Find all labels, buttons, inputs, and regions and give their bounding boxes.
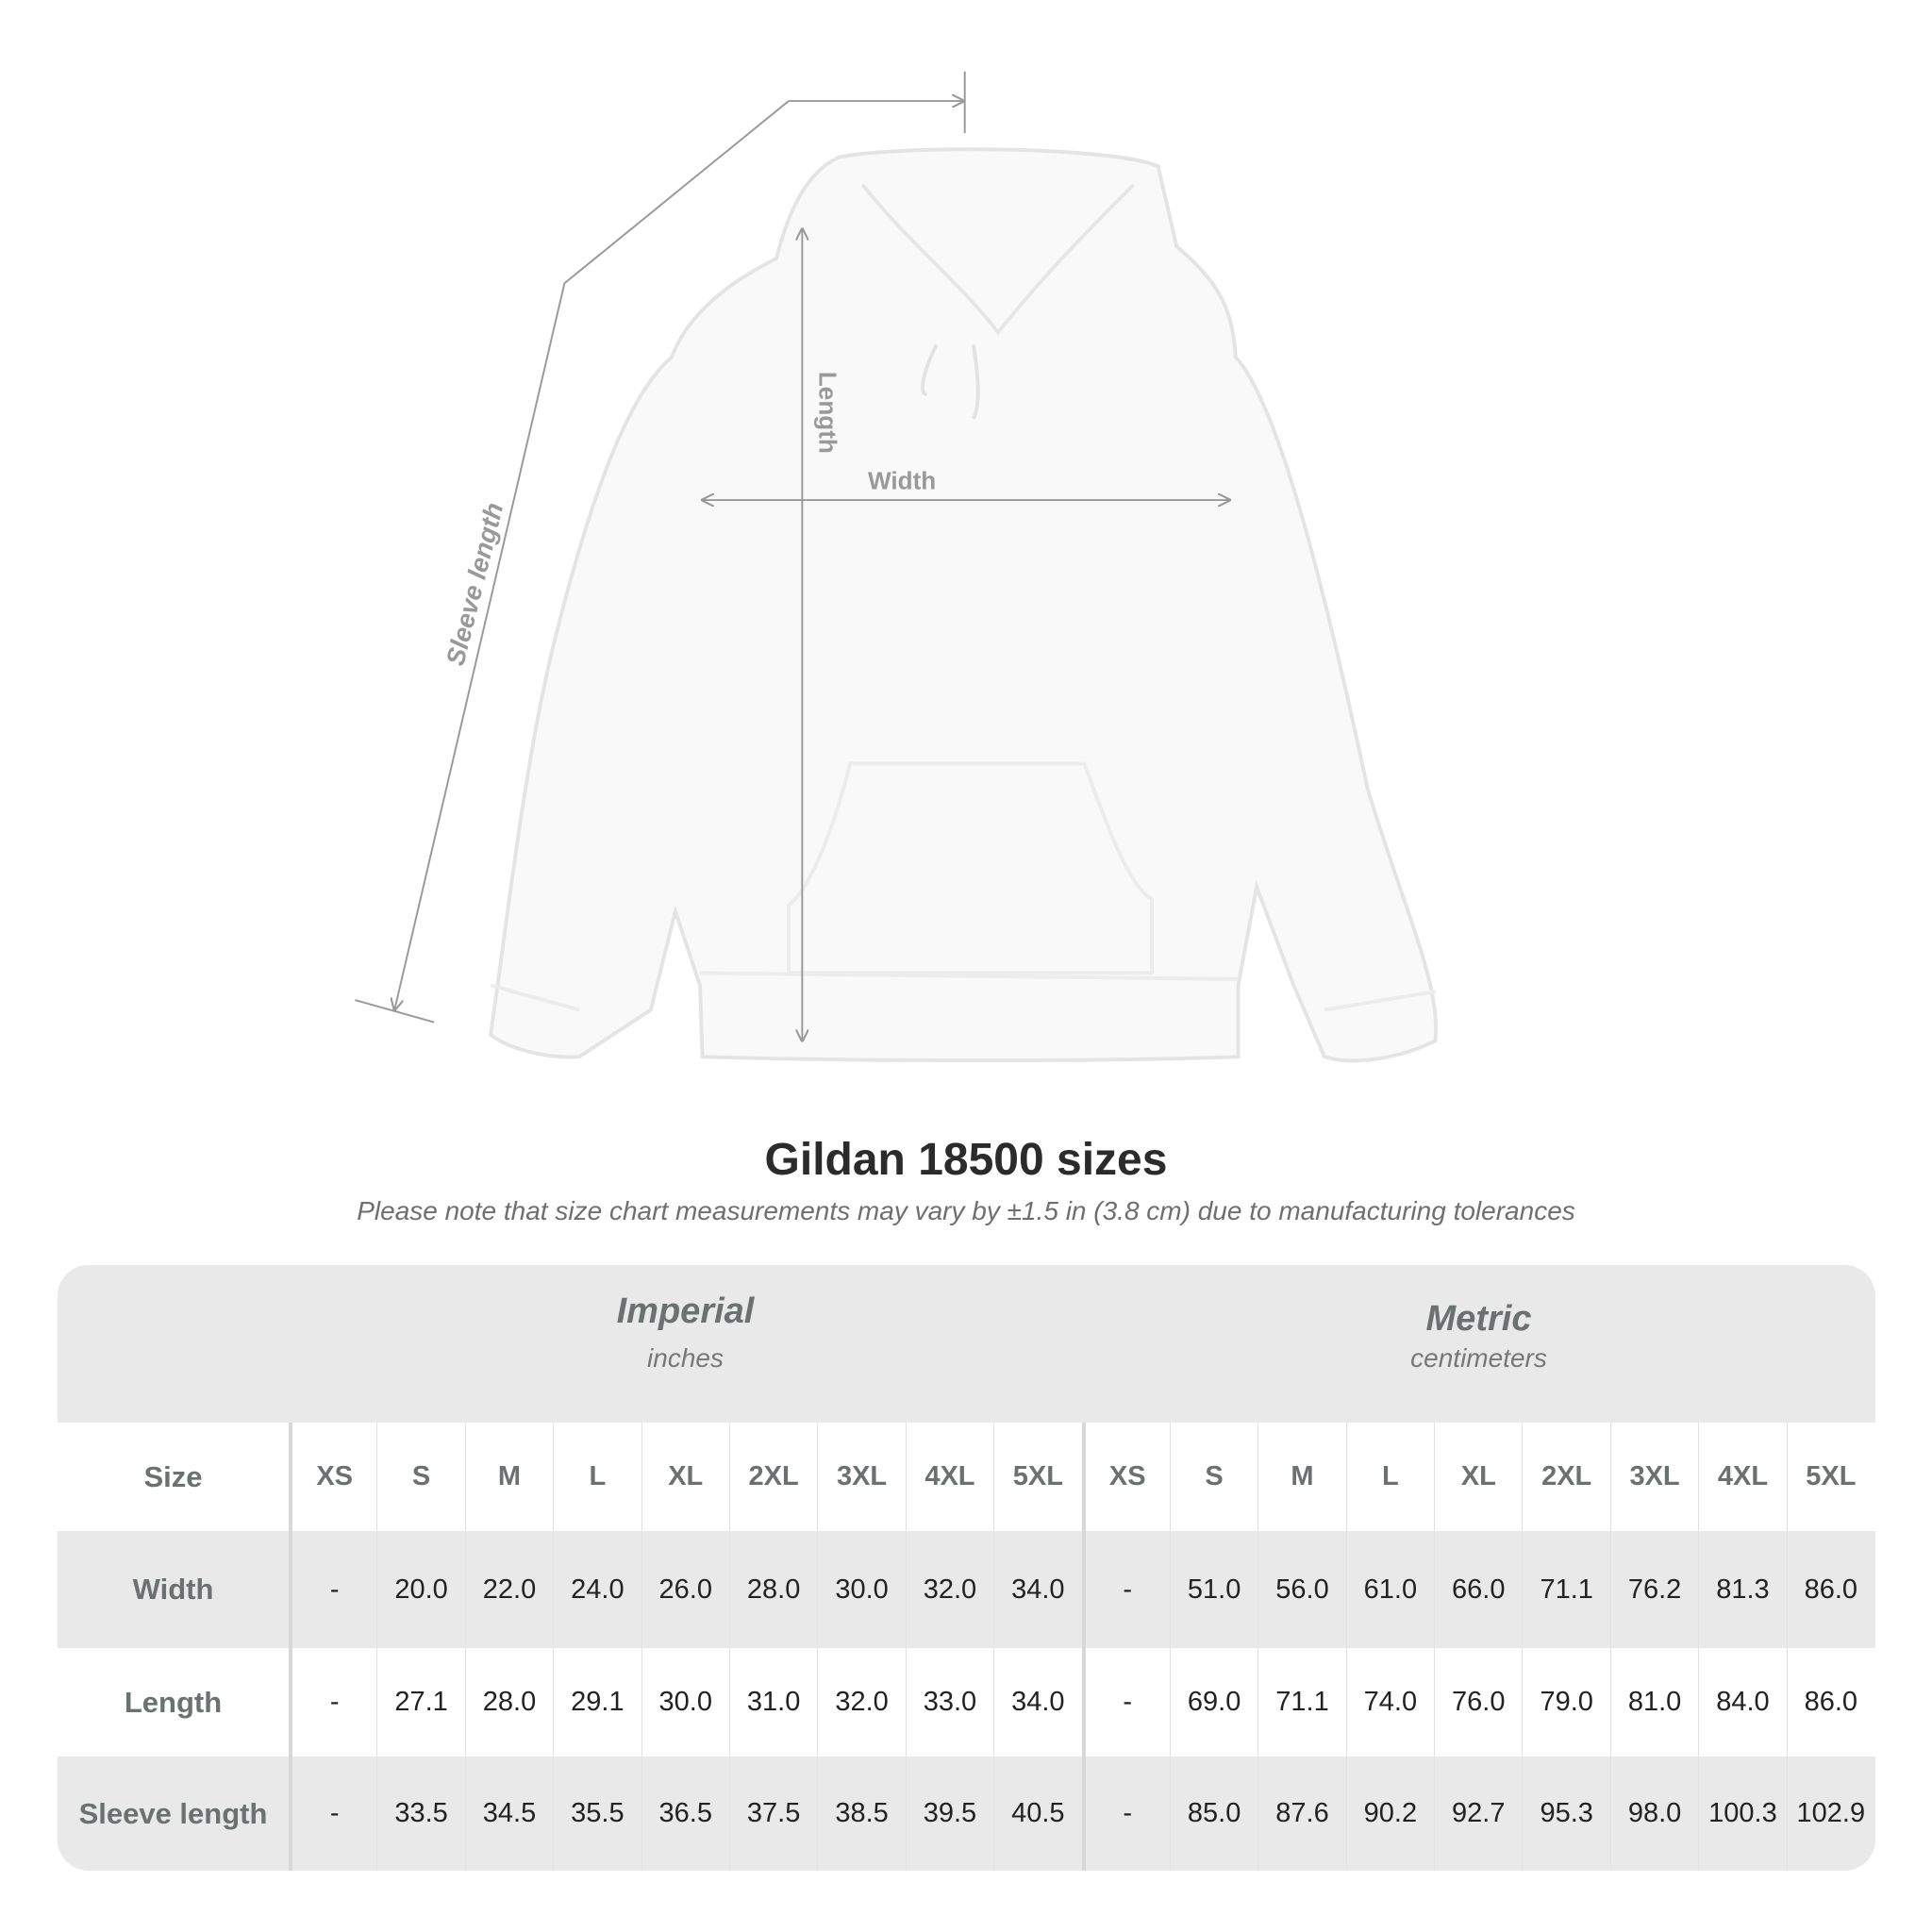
metric-unit: centimeters xyxy=(1410,1343,1547,1373)
metric-value-cell: 90.2 xyxy=(1345,1757,1434,1871)
imperial-value-cell: 34.5 xyxy=(464,1757,553,1871)
row-label: Length xyxy=(124,1685,223,1719)
metric-value-cell: - xyxy=(1081,1757,1170,1871)
length-label: Length xyxy=(814,372,842,454)
imperial-value-cell: 29.1 xyxy=(553,1648,641,1757)
imperial-value-cell: 30.0 xyxy=(817,1531,905,1648)
metric-value-cell: 71.1 xyxy=(1522,1531,1609,1648)
metric-value-cell: 66.0 xyxy=(1434,1531,1522,1648)
metric-value-cell: - xyxy=(1081,1648,1170,1757)
metric-size-m: M xyxy=(1257,1423,1345,1531)
metric-size-xs: XS xyxy=(1081,1423,1170,1531)
metric-value-cell: 87.6 xyxy=(1257,1757,1345,1871)
metric-size-2xl: 2XL xyxy=(1522,1423,1609,1531)
metric-value-cell: 56.0 xyxy=(1257,1531,1345,1648)
row-label: Width xyxy=(132,1573,214,1606)
imperial-size-s: S xyxy=(376,1423,464,1531)
imperial-value-cell: 28.0 xyxy=(728,1531,817,1648)
metric-value-cell: 84.0 xyxy=(1698,1648,1786,1757)
metric-size-3xl: 3XL xyxy=(1609,1423,1698,1531)
metric-size-xl: XL xyxy=(1434,1423,1522,1531)
size-row: Size XS S M L XL 2XL 3XL 4XL 5XL XS S M L XL 2XL 3XL 4XL 5… xyxy=(58,1423,1875,1531)
metric-value-cell: 74.0 xyxy=(1345,1648,1434,1757)
imperial-size-3xl: 3XL xyxy=(817,1423,905,1531)
metric-size-5xl: 5XL xyxy=(1786,1423,1874,1531)
imperial-value-cell: 32.0 xyxy=(905,1531,993,1648)
metric-value-cell: 76.2 xyxy=(1609,1531,1698,1648)
size-table: Imperial inches Metric centimeters Size X… xyxy=(58,1265,1875,1871)
imperial-value-cell: 27.1 xyxy=(376,1648,464,1757)
metric-value-cell: 76.0 xyxy=(1434,1648,1522,1757)
imperial-title: Imperial xyxy=(616,1291,755,1331)
metric-size-4xl: 4XL xyxy=(1698,1423,1786,1531)
imperial-size-m: M xyxy=(464,1423,553,1531)
metric-size-s: S xyxy=(1169,1423,1257,1531)
measurement-lines xyxy=(355,71,1229,1041)
metric-header: Metric centimeters xyxy=(1082,1299,1875,1374)
metric-value-cell: 102.9 xyxy=(1786,1757,1874,1871)
imperial-value-cell: 36.5 xyxy=(641,1757,729,1871)
metric-value-cell: 81.0 xyxy=(1609,1648,1698,1757)
imperial-value-cell: 20.0 xyxy=(376,1531,464,1648)
imperial-value-cell: 32.0 xyxy=(817,1648,905,1757)
table-row: Length -27.1 28.0 29.1 30.0 31.0 32.0 33.0 34.0-… xyxy=(58,1648,1875,1757)
imperial-value-cell: 34.0 xyxy=(993,1531,1081,1648)
imperial-size-2xl: 2XL xyxy=(728,1423,817,1531)
metric-value-cell: 85.0 xyxy=(1169,1757,1257,1871)
metric-value-cell: - xyxy=(1081,1531,1170,1648)
metric-value-cell: 100.3 xyxy=(1698,1757,1786,1871)
imperial-value-cell: 22.0 xyxy=(464,1531,553,1648)
imperial-size-4xl: 4XL xyxy=(905,1423,993,1531)
table-row: Width -20.0 22.0 24.0 26.0 28.0 30.0 32.0 34.0-5… xyxy=(58,1531,1875,1648)
metric-value-cell: 61.0 xyxy=(1345,1531,1434,1648)
imperial-value-cell: 34.0 xyxy=(993,1648,1081,1757)
metric-value-cell: 81.3 xyxy=(1698,1531,1786,1648)
imperial-header: Imperial inches xyxy=(289,1291,1082,1374)
row-label: Sleeve length xyxy=(78,1796,268,1830)
size-header-label: Size xyxy=(143,1459,203,1493)
hoodie-figure: Length Width Sleeve length xyxy=(355,71,1439,1063)
imperial-value-cell: 33.5 xyxy=(376,1757,464,1871)
imperial-value-cell: 26.0 xyxy=(641,1531,729,1648)
imperial-value-cell: 37.5 xyxy=(728,1757,817,1871)
imperial-value-cell: - xyxy=(289,1648,376,1757)
imperial-value-cell: 24.0 xyxy=(553,1531,641,1648)
width-label: Width xyxy=(868,466,936,494)
hoodie-image xyxy=(488,147,1439,1063)
metric-value-cell: 86.0 xyxy=(1786,1648,1874,1757)
imperial-value-cell: 33.0 xyxy=(905,1648,993,1757)
metric-value-cell: 69.0 xyxy=(1169,1648,1257,1757)
metric-value-cell: 92.7 xyxy=(1434,1757,1522,1871)
imperial-size-xl: XL xyxy=(641,1423,729,1531)
table-header-band: Imperial inches Metric centimeters xyxy=(58,1265,1875,1423)
imperial-size-l: L xyxy=(553,1423,641,1531)
imperial-unit: inches xyxy=(647,1343,724,1373)
table-row: Sleeve length -33.5 34.5 35.5 36.5 37.5 38.5 39… xyxy=(58,1757,1875,1871)
imperial-value-cell: 38.5 xyxy=(817,1757,905,1871)
imperial-value-cell: 28.0 xyxy=(464,1648,553,1757)
imperial-value-cell: 31.0 xyxy=(728,1648,817,1757)
imperial-value-cell: 35.5 xyxy=(553,1757,641,1871)
imperial-value-cell: - xyxy=(289,1531,376,1648)
metric-value-cell: 51.0 xyxy=(1169,1531,1257,1648)
metric-value-cell: 86.0 xyxy=(1786,1531,1874,1648)
imperial-size-xs: XS xyxy=(289,1423,376,1531)
imperial-value-cell: 39.5 xyxy=(905,1757,993,1871)
imperial-size-5xl: 5XL xyxy=(993,1423,1081,1531)
tolerance-note: Please note that size chart measurements… xyxy=(357,1196,1575,1225)
metric-size-l: L xyxy=(1345,1423,1434,1531)
metric-title: Metric xyxy=(1425,1299,1532,1339)
metric-value-cell: 79.0 xyxy=(1522,1648,1609,1757)
metric-value-cell: 95.3 xyxy=(1522,1757,1609,1871)
sleeve-length-label: Sleeve length xyxy=(441,500,509,669)
page-title: Gildan 18500 sizes xyxy=(764,1135,1168,1185)
metric-value-cell: 71.1 xyxy=(1257,1648,1345,1757)
metric-value-cell: 98.0 xyxy=(1609,1757,1698,1871)
imperial-value-cell: - xyxy=(289,1757,376,1871)
imperial-value-cell: 40.5 xyxy=(993,1757,1081,1871)
imperial-value-cell: 30.0 xyxy=(641,1648,729,1757)
